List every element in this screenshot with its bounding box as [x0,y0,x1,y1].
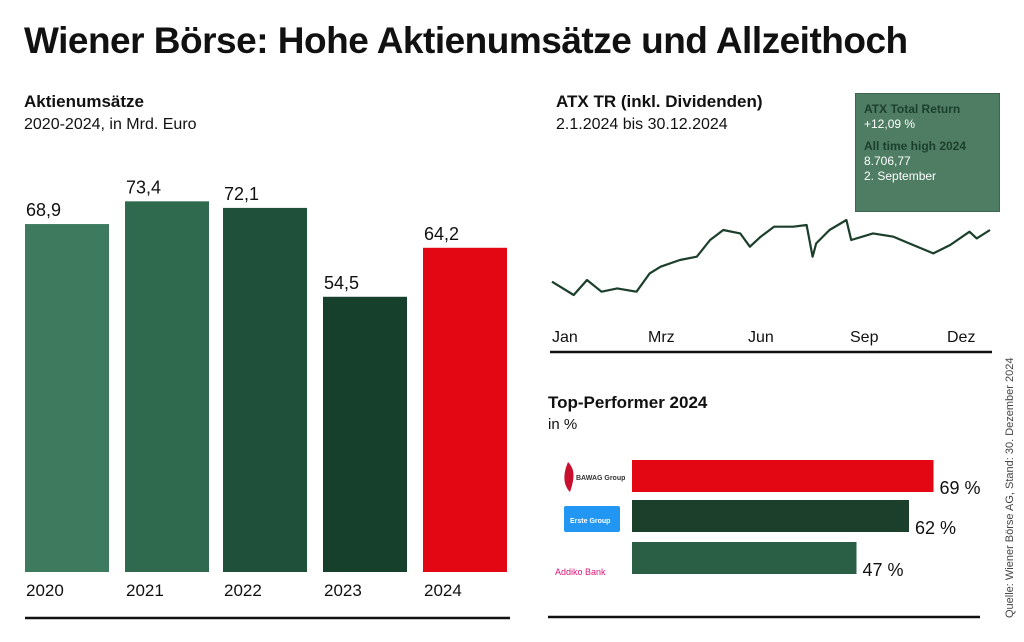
info-date-ath: 2. September [864,169,937,183]
page-title: Wiener Börse: Hohe Aktienumsätze und All… [24,20,908,61]
bar-value-label: 64,2 [424,224,459,244]
bar-chart-subtitle: 2020-2024, in Mrd. Euro [24,116,197,133]
bar-value-label: 54,5 [324,273,359,293]
line-chart-title: ATX TR (inkl. Dividenden) [556,92,763,111]
bawag-logo-icon [564,462,574,492]
bar-2023 [323,296,407,572]
bar-2021 [125,201,209,572]
x-tick-label: Jan [552,329,578,346]
bar-2024 [423,247,507,572]
top-performer-chart: 69 % 62 % 47 % BAWAG Group Erste Group Addiko… [548,460,981,619]
erste-logo-icon [564,506,620,532]
x-tick-label: Mrz [648,329,675,346]
addiko-logo-text: Addiko Bank [555,567,606,577]
bar-addiko-bank [632,542,857,574]
atx-info-box: ATX Total Return +12,09 % All time high … [855,93,1000,212]
x-tick-label: 2020 [26,581,64,600]
x-tick-label: Sep [850,329,879,346]
info-label-ath: All time high 2024 [864,139,967,153]
bar-2020 [25,224,109,572]
x-tick-label: 2021 [126,581,164,600]
bar-value-label: 47 % [863,560,904,580]
bawag-logo-text: BAWAG Group [576,475,625,482]
info-value-total-return: +12,09 % [864,117,916,131]
turnover-bar-chart: 68,9 2020 73,4 2021 72,1 2022 54,5 2023 64,2 2024 [25,177,510,620]
atx-series-line [551,218,991,297]
erste-logo-text: Erste Group [570,518,610,525]
bar-value-label: 68,9 [26,200,61,220]
info-label-total-return: ATX Total Return [864,102,961,116]
line-chart-subtitle: 2.1.2024 bis 30.12.2024 [556,116,728,133]
bar-bawag-group [632,460,934,492]
x-tick-label: 2023 [324,581,362,600]
bar-value-label: 69 % [940,478,981,498]
source-note: Quelle: Wiener Börse AG, Stand: 30. Deze… [1004,357,1016,618]
info-value-ath: 8.706,77 [864,154,911,168]
bar-2022 [223,207,307,572]
x-tick-label: 2022 [224,581,262,600]
x-tick-label: 2024 [424,581,462,600]
x-tick-label: Dez [947,329,975,346]
performer-subtitle: in % [548,416,578,433]
bar-value-label: 73,4 [126,177,161,197]
bar-erste-group [632,500,909,532]
performer-title: Top-Performer 2024 [548,393,708,412]
bar-value-label: 62 % [915,518,956,538]
x-tick-label: Jun [748,329,774,346]
atx-line-chart: Jan Mrz Jun Sep Dez [550,218,992,354]
bar-value-label: 72,1 [224,184,259,204]
bar-chart-title: Aktienumsätze [24,92,144,111]
